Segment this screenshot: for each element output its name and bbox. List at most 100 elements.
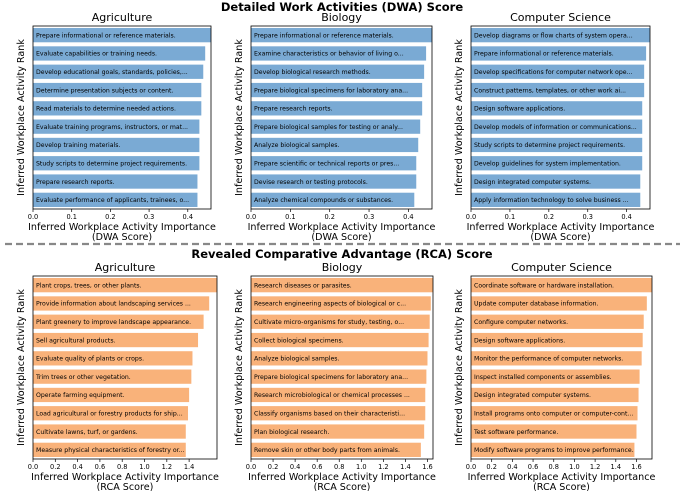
bar-label-s0-p2-6: Study scripts to determine project requi… [474,142,625,149]
x-tick-label-s0-p0-0: 0.0 [28,213,39,221]
panel-title-s1-p1: Biology [322,261,363,274]
x-tick-label-s1-p0-2: 0.4 [72,463,83,471]
bar-s1-p1-1 [251,296,431,311]
bar-s0-p0-2 [33,64,204,79]
bar-s0-p0-5 [33,119,200,134]
bar-label-s1-p0-6: Operate farming equipment. [36,392,125,399]
bar-label-s1-p1-5: Prepare biological specimens for laborat… [254,374,408,381]
bar-s0-p2-6 [471,137,643,153]
bar-s1-p0-2 [33,314,204,329]
bar-s1-p2-8 [471,424,637,439]
bar-label-s1-p2-0: Coordinate software or hardware installa… [474,282,614,289]
bar-s1-p1-5 [251,369,427,384]
bar-s0-p1-0 [251,28,432,43]
bar-s0-p0-7 [33,156,200,171]
bar-s1-p0-8 [33,424,186,439]
y-axis-label-s1-p0: Inferred Workplace Activity Rank [16,289,27,446]
bar-label-s0-p0-7: Study scripts to determine project requi… [36,160,187,167]
bar-label-s0-p1-5: Prepare biological samples for testing o… [254,124,403,131]
bar-s0-p2-3 [471,82,645,98]
bar-label-s0-p0-4: Read materials to determine needed actio… [36,106,176,113]
bar-s0-p2-1 [471,46,647,61]
bar-s1-p2-4 [471,351,642,366]
bar-s0-p2-7 [471,156,643,171]
bar-label-s1-p1-0: Research diseases or parasites. [254,282,352,289]
bar-s0-p0-8 [33,174,198,189]
bar-label-s1-p2-6: Design integrated computer systems. [474,392,591,399]
x-tick-label-s1-p0-3: 0.6 [95,463,106,471]
bar-label-s1-p1-2: Cultivate micro-organisms for study, tes… [254,319,404,326]
x-axis-label-s1-p2: Inferred Workplace Activity Importance [468,472,656,483]
bar-label-s0-p0-9: Evaluate performance of applicants, trai… [36,197,189,204]
section-title-1: Revealed Comparative Advantage (RCA) Sco… [191,247,492,261]
bar-s0-p1-8 [251,174,417,189]
bar-label-s0-p1-6: Analyze biological samples. [254,142,340,149]
x-tick-label-s1-p2-4: 0.8 [548,463,559,471]
x-tick-label-s0-p2-2: 0.2 [544,213,555,221]
bar-s1-p0-7 [33,406,189,421]
axes-frame-s0-p2 [470,25,651,210]
bar-label-s0-p2-9: Apply information technology to solve bu… [474,197,629,204]
bar-label-s0-p0-0: Prepare informational or reference mater… [36,32,176,39]
bar-s1-p0-6 [33,387,190,403]
bar-s0-p0-1 [33,46,206,61]
bar-s0-p0-4 [33,101,202,116]
y-axis-label-s0-p0: Inferred Workplace Activity Rank [16,39,27,196]
axes-frame-s0-p0 [32,25,212,210]
bar-s1-p1-7 [251,406,426,421]
bar-s1-p2-5 [471,369,640,384]
x-tick-label-s1-p2-2: 0.4 [507,463,518,471]
x-axis-sublabel-s0-p0: (DWA Score) [92,232,152,243]
bar-s0-p1-2 [251,64,425,79]
x-tick-label-s0-p0-4: 0.4 [183,213,194,221]
bar-label-s0-p0-8: Prepare research reports. [36,179,115,186]
bar-label-s1-p0-0: Plant crops, trees, or other plants. [36,282,142,289]
bar-s1-p2-2 [471,314,644,329]
bar-label-s1-p0-1: Provide information about landscaping se… [36,301,191,308]
panel-title-s0-p0: Agriculture [92,11,153,24]
y-axis-label-s0-p2: Inferred Workplace Activity Rank [454,39,465,196]
bar-s1-p1-4 [251,351,428,366]
bar-label-s0-p2-7: Develop guidelines for system implementa… [474,160,621,167]
x-tick-label-s0-p1-4: 0.4 [403,213,414,221]
bar-label-s1-p1-4: Analyze biological samples. [254,356,340,363]
x-tick-label-s1-p1-3: 0.6 [312,463,323,471]
bar-s1-p0-0 [33,278,217,293]
bar-s0-p1-7 [251,156,417,171]
x-tick-label-s1-p2-5: 1.0 [569,463,580,471]
bar-s0-p1-1 [251,46,427,61]
x-tick-label-s1-p1-0: 0.0 [246,463,257,471]
bar-s1-p1-2 [251,314,430,329]
y-axis-label-s1-p2: Inferred Workplace Activity Rank [454,289,465,446]
bar-label-s0-p1-8: Devise research or testing protocols. [254,179,368,186]
bar-s0-p1-4 [251,101,423,116]
x-tick-label-s1-p1-1: 0.2 [268,463,279,471]
x-tick-label-s1-p1-4: 0.8 [334,463,345,471]
x-axis-sublabel-s1-p2: (RCA Score) [533,482,590,491]
bar-label-s0-p2-8: Design integrated computer systems. [474,179,591,186]
bar-s1-p2-6 [471,387,639,403]
x-tick-label-s1-p2-6: 1.2 [590,463,601,471]
bar-label-s1-p1-7: Classify organisms based on their charac… [254,410,405,417]
bar-label-s0-p1-7: Prepare scientific or technical reports … [254,160,399,167]
bar-label-s0-p0-2: Develop educational goals, standards, po… [36,69,188,76]
x-tick-label-s0-p0-3: 0.3 [144,213,155,221]
x-tick-label-s1-p2-0: 0.0 [466,463,477,471]
x-tick-label-s0-p0-1: 0.1 [66,213,77,221]
bar-s1-p2-3 [471,332,643,348]
bar-s1-p0-9 [33,442,186,457]
x-axis-label-s0-p2: Inferred Workplace Activity Importance [467,222,655,233]
bar-s1-p2-9 [471,442,635,457]
bar-s1-p0-3 [33,332,199,348]
x-tick-label-s1-p1-7: 1.4 [400,463,411,471]
bar-s1-p1-6 [251,387,426,403]
x-tick-label-s1-p0-5: 1.0 [139,463,150,471]
bar-label-s1-p2-4: Monitor the performance of computer netw… [474,356,623,363]
y-axis-label-s1-p1: Inferred Workplace Activity Rank [234,289,245,446]
bar-label-s1-p1-1: Research engineering aspects of biologic… [254,301,406,308]
x-axis-label-s1-p0: Inferred Workplace Activity Importance [31,472,219,483]
y-axis-label-s0-p1: Inferred Workplace Activity Rank [234,39,245,196]
bar-label-s0-p1-0: Prepare informational or reference mater… [254,32,394,39]
bar-label-s1-p2-9: Modify software programs to improve perf… [474,447,634,454]
